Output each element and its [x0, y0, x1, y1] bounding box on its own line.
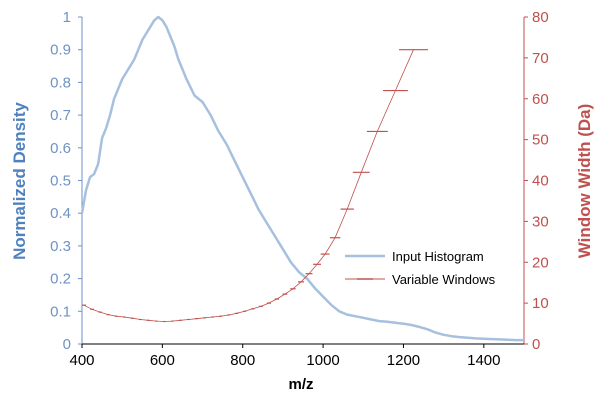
- y-left-tick-label: 0.9: [50, 42, 71, 59]
- legend: Input Histogram Variable Windows: [345, 249, 496, 287]
- y-left-tick-label: 0.7: [50, 107, 71, 124]
- x-tick-label: 1000: [306, 352, 339, 369]
- y-left-tick-label: 0.8: [50, 74, 71, 91]
- y-left-tick-label: 1: [63, 9, 71, 26]
- y-right-tick-label: 10: [532, 295, 549, 312]
- x-tick-label: 400: [69, 352, 94, 369]
- legend-label-windows: Variable Windows: [392, 272, 496, 287]
- x-tick-label: 1200: [387, 352, 420, 369]
- y-left-tick-label: 0.4: [50, 205, 71, 222]
- series-variable-windows-line: [83, 49, 414, 322]
- y-right-tick-label: 80: [532, 9, 549, 26]
- y-left-tick-label: 0.5: [50, 173, 71, 190]
- y-left-tick-label: 0.3: [50, 238, 71, 255]
- x-tick-label: 600: [150, 352, 175, 369]
- y-left-tick-label: 0.1: [50, 303, 71, 320]
- y-right-tick-label: 70: [532, 50, 549, 67]
- x-tick-label: 800: [230, 352, 255, 369]
- y-right-tick-label: 20: [532, 254, 549, 271]
- x-axis-label: m/z: [288, 376, 313, 393]
- y-left-tick-label: 0.2: [50, 271, 71, 288]
- y-right-tick-label: 0: [532, 336, 540, 353]
- y-left-tick-label: 0.6: [50, 140, 71, 157]
- series-input-histogram-line: [80, 15, 524, 342]
- y-axis-left-label: Normalized Density: [10, 102, 29, 260]
- y-left-tick-label: 0: [63, 336, 71, 353]
- y-right-tick-label: 60: [532, 91, 549, 108]
- y-right-tick-label: 30: [532, 213, 549, 230]
- legend-label-histogram: Input Histogram: [392, 249, 484, 264]
- plot-series: [80, 15, 524, 342]
- y-axis-right-label: Window Width (Da): [575, 104, 594, 259]
- y-right-tick-label: 40: [532, 173, 549, 190]
- x-tick-label: 1400: [467, 352, 500, 369]
- axes: [78, 16, 528, 348]
- tick-labels: 00.10.20.30.40.50.60.70.80.9101020304050…: [50, 9, 549, 369]
- y-right-tick-label: 50: [532, 132, 549, 149]
